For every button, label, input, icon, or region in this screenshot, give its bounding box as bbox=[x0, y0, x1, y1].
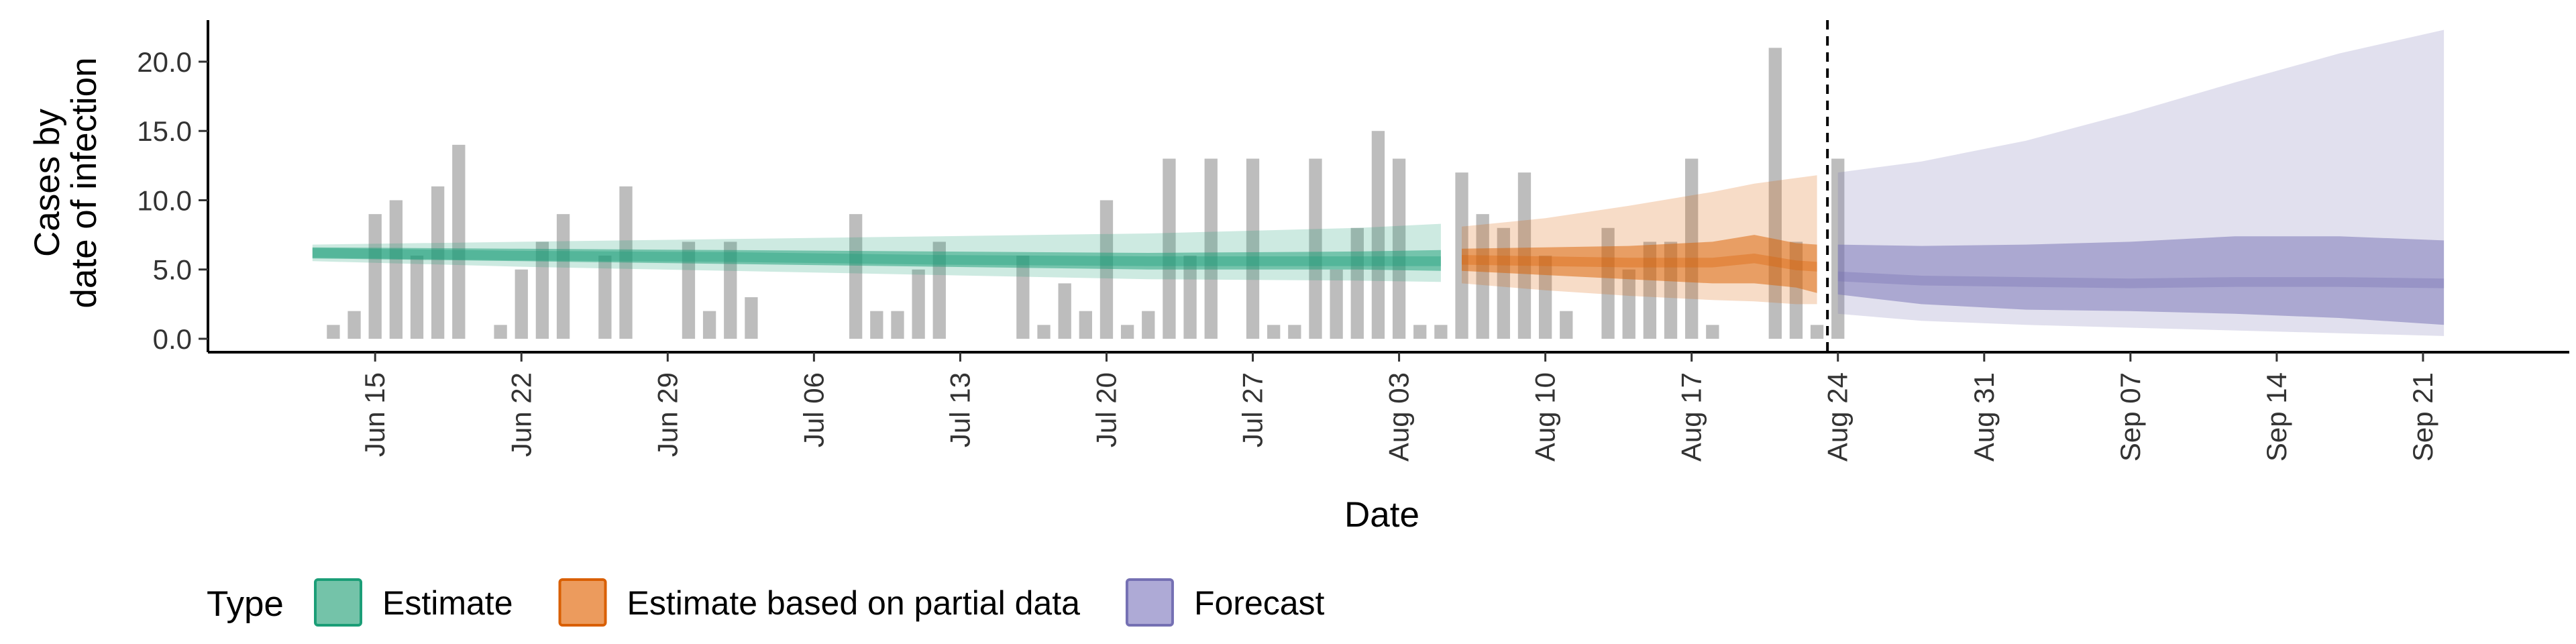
legend-key-1 bbox=[558, 578, 607, 627]
case-bar bbox=[347, 311, 361, 339]
x-tick-label: Sep 07 bbox=[2114, 372, 2146, 462]
forecast-50-band bbox=[1837, 236, 2445, 325]
x-tick-label: Jul 20 bbox=[1090, 372, 1122, 447]
x-tick-label: Sep 14 bbox=[2261, 372, 2292, 462]
case-bar bbox=[619, 186, 633, 339]
estimate-based-on-partial-data-50-band bbox=[1462, 235, 1817, 293]
case-bar bbox=[452, 144, 466, 339]
x-tick-label: Jul 13 bbox=[944, 372, 975, 447]
case-bar bbox=[1120, 325, 1134, 339]
case-bar bbox=[1476, 214, 1489, 339]
y-tick-label: 10.0 bbox=[137, 184, 192, 216]
case-bar bbox=[1163, 158, 1176, 339]
x-axis-title: Date bbox=[1344, 495, 1419, 535]
case-bar bbox=[1267, 325, 1281, 339]
case-bar bbox=[494, 325, 507, 339]
case-bar bbox=[327, 325, 340, 339]
legend-key-2 bbox=[1125, 578, 1174, 627]
case-bar bbox=[1392, 158, 1406, 339]
case-bar bbox=[1016, 256, 1030, 339]
case-bar bbox=[1079, 311, 1092, 339]
y-tick-label: 0.0 bbox=[153, 323, 192, 355]
x-tick-label: Jul 27 bbox=[1237, 372, 1269, 447]
case-bar bbox=[431, 186, 445, 339]
legend-title: Type bbox=[207, 584, 284, 624]
case-bar bbox=[1309, 158, 1322, 339]
case-bar bbox=[1330, 269, 1343, 339]
legend-label-0: Estimate bbox=[382, 584, 513, 622]
y-tick-label: 5.0 bbox=[153, 254, 192, 286]
tick-labels: 0.0 5.0 10.0 15.0 20.0 Jun 15 Jun 22 Jun 29 Jul … bbox=[137, 46, 2438, 462]
case-bar bbox=[1204, 158, 1218, 339]
case-bar bbox=[598, 256, 612, 339]
x-tick-label: Aug 17 bbox=[1676, 372, 1707, 462]
case-bar bbox=[724, 241, 737, 339]
x-tick-label: Aug 03 bbox=[1383, 372, 1415, 462]
case-bar bbox=[682, 241, 696, 339]
case-bar bbox=[1706, 325, 1719, 339]
estimate-median-band bbox=[312, 248, 1441, 266]
case-bar bbox=[891, 311, 904, 339]
case-bar bbox=[745, 297, 758, 339]
case-bar bbox=[1246, 158, 1260, 339]
legend-label-2: Forecast bbox=[1194, 584, 1325, 622]
case-bar bbox=[556, 214, 570, 339]
case-bar bbox=[1560, 311, 1573, 339]
estimate-50-band bbox=[312, 247, 1441, 271]
case-bar bbox=[1183, 256, 1197, 339]
case-bar bbox=[389, 200, 403, 339]
case-bar bbox=[849, 214, 863, 339]
y-tick-label: 15.0 bbox=[137, 115, 192, 147]
y-axis-title-line-1: Cases by bbox=[28, 109, 67, 257]
case-bar bbox=[1413, 325, 1427, 339]
x-tick-label: Aug 10 bbox=[1529, 372, 1561, 462]
case-bar bbox=[1288, 325, 1301, 339]
x-tick-label: Sep 21 bbox=[2407, 372, 2438, 462]
x-tick-label: Jun 22 bbox=[505, 372, 537, 457]
legend-label-1: Estimate based on partial data bbox=[627, 584, 1081, 622]
estimate-based-on-partial-data-median-band bbox=[1462, 254, 1817, 272]
x-tick-label: Jun 15 bbox=[359, 372, 390, 457]
case-bar bbox=[912, 269, 925, 339]
axes bbox=[199, 20, 2569, 362]
estimate-ribbons bbox=[312, 30, 2445, 336]
forecast-median-band bbox=[1837, 271, 2445, 288]
case-bar bbox=[1142, 311, 1155, 339]
case-bar bbox=[368, 214, 382, 339]
case-bar bbox=[1538, 256, 1552, 339]
x-tick-label: Jul 06 bbox=[798, 372, 829, 447]
x-tick-label: Jun 29 bbox=[651, 372, 683, 457]
case-bar bbox=[1058, 283, 1071, 339]
observed-cases-bars bbox=[327, 48, 1845, 339]
case-bar bbox=[535, 241, 549, 339]
case-bar bbox=[1434, 325, 1448, 339]
case-bar bbox=[515, 269, 528, 339]
case-bar bbox=[410, 256, 424, 339]
case-bar bbox=[1037, 325, 1051, 339]
legend-key-0 bbox=[314, 578, 362, 627]
case-bar bbox=[1622, 269, 1635, 339]
case-bar bbox=[1099, 200, 1114, 339]
case-bar bbox=[870, 311, 883, 339]
legend: Type Estimate Estimate based on partial d… bbox=[207, 578, 1325, 627]
y-tick-label: 20.0 bbox=[137, 46, 192, 78]
y-axis-title-line-2: date of infection bbox=[64, 57, 104, 308]
case-bar bbox=[1371, 131, 1385, 339]
y-axis-title: Cases by date of infection bbox=[28, 57, 104, 308]
x-tick-label: Aug 24 bbox=[1822, 372, 1854, 462]
case-bar bbox=[702, 311, 716, 339]
x-tick-label: Aug 31 bbox=[1968, 372, 2000, 462]
case-bar bbox=[1810, 325, 1824, 339]
